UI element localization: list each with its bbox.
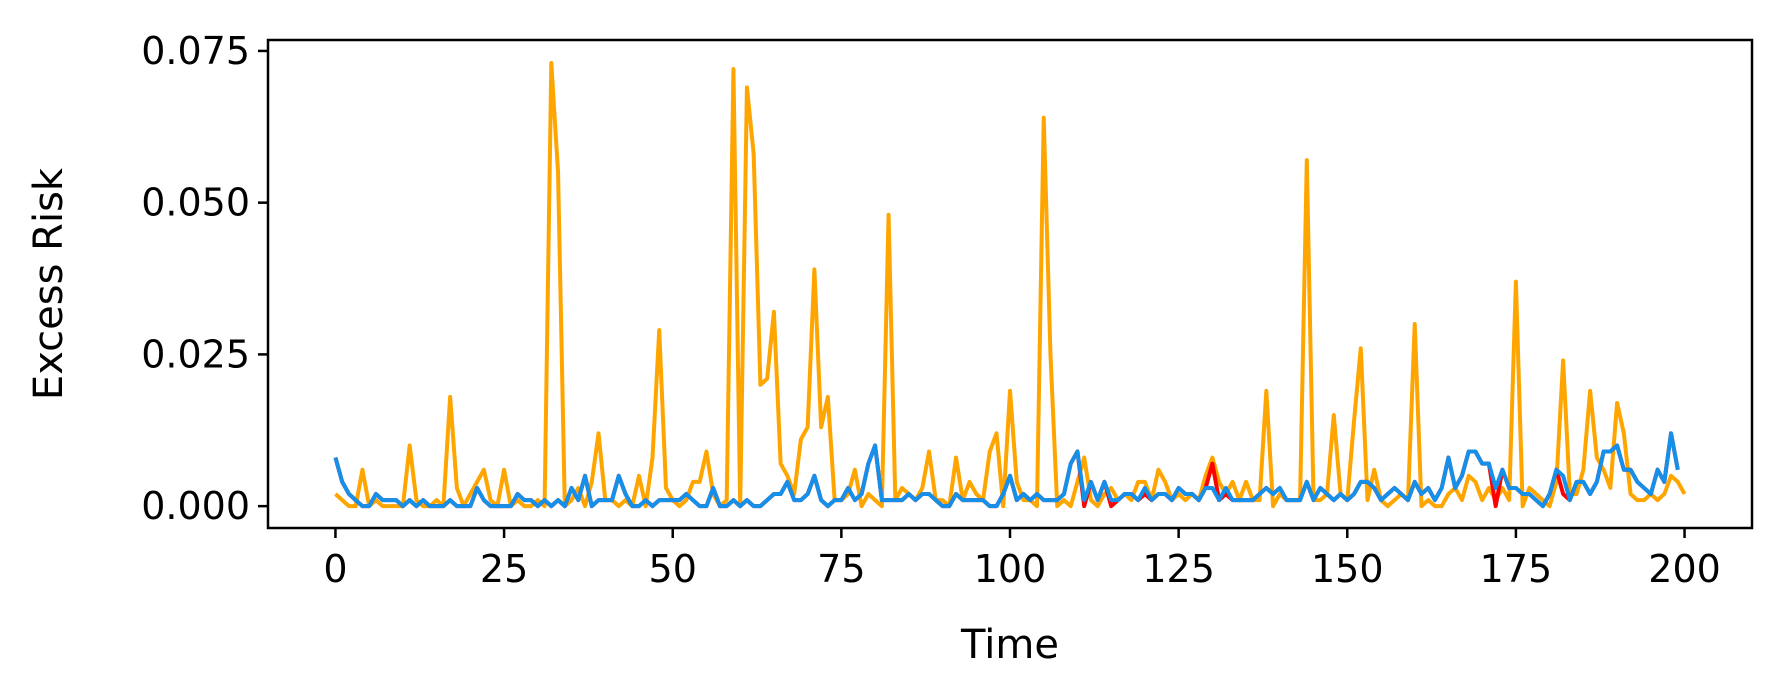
x-axis-label: Time: [960, 622, 1059, 668]
x-tick-label: 200: [1648, 547, 1721, 591]
y-axis-label: Excess Risk: [26, 167, 72, 400]
y-tick-label: 0.000: [141, 484, 250, 528]
x-tick-label: 50: [649, 547, 697, 591]
axes-frame: [266, 38, 1754, 530]
series-line-3: [333, 431, 1680, 509]
y-axis: 0.000 0.025 0.050 0.075: [141, 29, 268, 528]
x-axis: 0 25 50 75 100 125 150 175 200: [323, 528, 1721, 591]
x-tick-label: 125: [1142, 547, 1215, 591]
y-tick-label: 0.025: [141, 332, 250, 376]
y-tick-label: 0.075: [141, 29, 250, 73]
x-tick-label: 100: [974, 547, 1047, 591]
x-tick-label: 150: [1311, 547, 1384, 591]
plot-area: [333, 61, 1687, 509]
x-tick-label: 0: [323, 547, 347, 591]
y-tick-label: 0.050: [141, 181, 250, 225]
x-tick-label: 25: [480, 547, 528, 591]
x-tick-label: 175: [1480, 547, 1553, 591]
x-tick-label: 75: [817, 547, 865, 591]
series-line-1: [334, 61, 1687, 509]
